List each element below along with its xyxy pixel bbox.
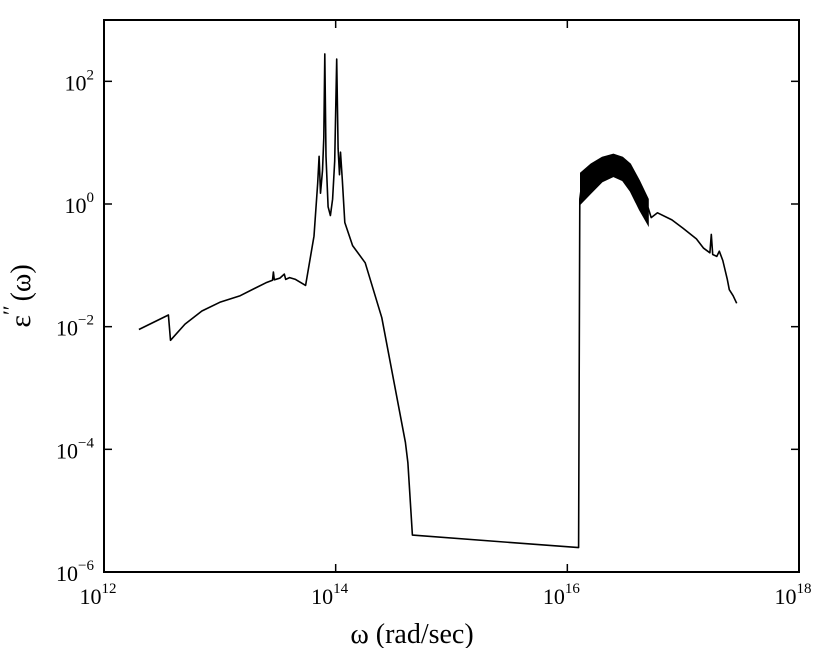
y-axis-title-arg: (ω) (6, 264, 37, 301)
y-axis-title: ε′′ (ω) (0, 264, 37, 327)
x-tick-label: 1018 (775, 581, 812, 609)
y-tick-label: 102 (65, 67, 95, 95)
y-tick-label: 10−4 (56, 435, 94, 463)
series-group (138, 53, 738, 549)
x-tick-label: 1016 (543, 581, 581, 609)
x-tick-label: 1014 (311, 581, 349, 609)
y-axis-title-prime: ′′ (0, 305, 23, 315)
y-tick-label: 10−2 (56, 313, 94, 341)
x-tick-label: 1012 (80, 581, 117, 609)
series-0-line (138, 53, 738, 549)
y-axis-title-symbol: ε (4, 315, 37, 328)
svg-text:ε′′(ω): ε′′ (ω) (0, 264, 37, 327)
x-axis-title: ω (rad/sec) (350, 619, 473, 648)
series-0-oscillation-band (580, 153, 649, 228)
plot-frame (103, 19, 800, 573)
tick-labels: 1012 1014 1016 1018 10−6 10−4 10−2 100 102 (56, 67, 811, 609)
y-tick-label: 10−6 (56, 558, 94, 586)
ticks (103, 20, 800, 573)
y-tick-label: 100 (65, 190, 95, 218)
